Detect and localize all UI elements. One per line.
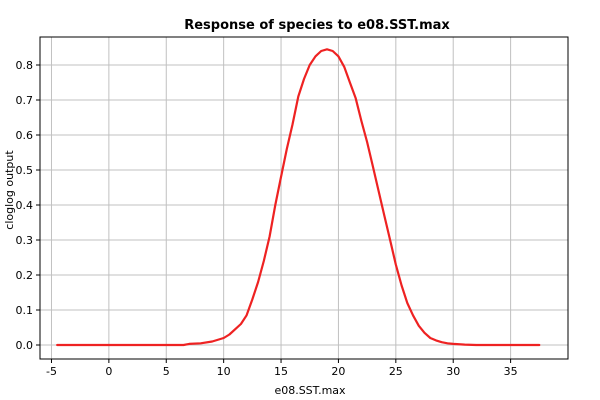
chart-title: Response of species to e08.SST.max — [184, 18, 450, 33]
response-curve — [56, 48, 541, 347]
x-tick-label: 0 — [105, 365, 112, 378]
y-axis-label: cloglog output — [3, 150, 16, 230]
x-tick-label: 25 — [389, 365, 403, 378]
x-tick-label: 20 — [331, 365, 345, 378]
y-tick-label: 0.4 — [16, 199, 34, 212]
y-tick-label: 0.8 — [16, 59, 34, 72]
x-axis-label: e08.SST.max — [274, 384, 346, 397]
y-tick-label: 0.1 — [16, 304, 34, 317]
plot-frame — [39, 36, 569, 360]
y-tick-label: 0.5 — [16, 164, 34, 177]
y-tick-label: 0.2 — [16, 269, 34, 282]
x-tick-label: 15 — [274, 365, 288, 378]
y-tick-label: 0.6 — [16, 129, 34, 142]
x-tick-label: 35 — [504, 365, 518, 378]
x-tick-label: 5 — [163, 365, 170, 378]
x-tick-label: 30 — [446, 365, 460, 378]
axis-ticks: -5 0 5 10 15 20 25 30 35 0.0 0.1 0.2 0.3 0.4 0.5 0.6 0.7… — [16, 59, 518, 378]
y-tick-label: 0.0 — [16, 339, 34, 352]
x-tick-label: -5 — [46, 365, 57, 378]
series-layer — [56, 48, 541, 347]
y-tick-label: 0.7 — [16, 94, 34, 107]
grid — [40, 37, 568, 359]
x-tick-label: 10 — [217, 365, 231, 378]
y-tick-label: 0.3 — [16, 234, 34, 247]
